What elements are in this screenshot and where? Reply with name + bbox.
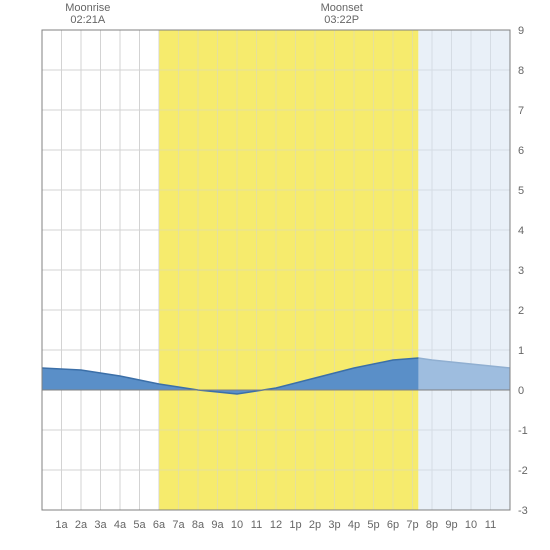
svg-text:1: 1: [518, 345, 524, 357]
svg-text:0: 0: [518, 385, 524, 397]
svg-text:11: 11: [485, 519, 496, 531]
svg-text:-1: -1: [518, 425, 528, 437]
svg-text:12: 12: [270, 519, 282, 531]
svg-text:6p: 6p: [387, 519, 399, 531]
svg-text:10: 10: [231, 519, 243, 531]
svg-text:-3: -3: [518, 505, 528, 517]
svg-text:5a: 5a: [133, 519, 146, 531]
svg-text:1p: 1p: [289, 519, 301, 531]
svg-text:9: 9: [518, 25, 524, 37]
svg-text:5: 5: [518, 185, 524, 197]
svg-text:8: 8: [518, 65, 524, 77]
svg-text:2p: 2p: [309, 519, 321, 531]
chart-plot-area: -3-2-101234567891a2a3a4a5a6a7a8a9a101112…: [0, 0, 550, 550]
svg-text:7: 7: [518, 105, 524, 117]
svg-text:2: 2: [518, 305, 524, 317]
svg-text:6a: 6a: [153, 519, 166, 531]
svg-text:9p: 9p: [445, 519, 457, 531]
svg-text:-2: -2: [518, 465, 528, 477]
svg-text:4a: 4a: [114, 519, 127, 531]
svg-text:7p: 7p: [406, 519, 418, 531]
svg-text:8p: 8p: [426, 519, 438, 531]
svg-text:3p: 3p: [328, 519, 340, 531]
svg-text:4: 4: [518, 225, 524, 237]
svg-text:5p: 5p: [367, 519, 379, 531]
svg-text:4p: 4p: [348, 519, 360, 531]
svg-text:1a: 1a: [55, 519, 68, 531]
svg-text:6: 6: [518, 145, 524, 157]
svg-text:3a: 3a: [94, 519, 107, 531]
svg-text:2a: 2a: [75, 519, 88, 531]
svg-text:7a: 7a: [172, 519, 185, 531]
svg-text:11: 11: [251, 519, 262, 531]
tide-chart: -3-2-101234567891a2a3a4a5a6a7a8a9a101112…: [0, 0, 550, 550]
svg-text:8a: 8a: [192, 519, 205, 531]
svg-text:9a: 9a: [211, 519, 224, 531]
svg-text:10: 10: [465, 519, 477, 531]
svg-text:3: 3: [518, 265, 524, 277]
